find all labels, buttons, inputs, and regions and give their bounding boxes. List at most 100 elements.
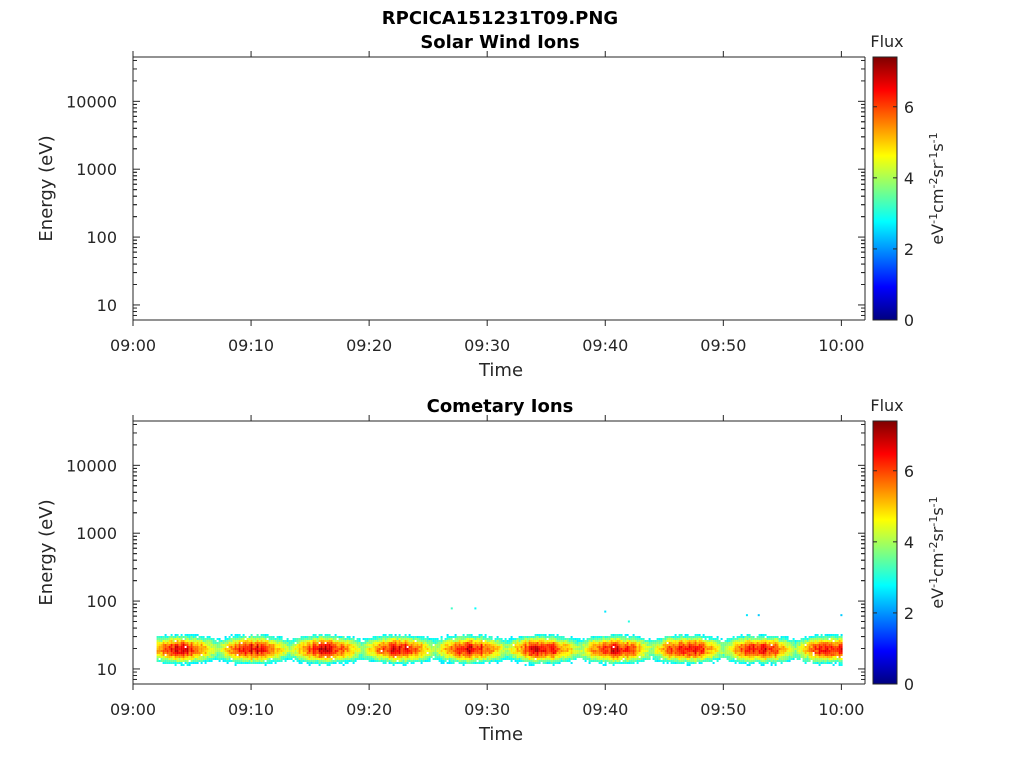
spectrogram-cell bbox=[720, 648, 723, 650]
spectrogram-cell bbox=[502, 652, 505, 654]
spectrogram-cell bbox=[290, 646, 293, 648]
spectrogram-cell bbox=[746, 658, 749, 660]
spectrogram-cell bbox=[574, 650, 577, 652]
spectrogram-cell bbox=[468, 654, 471, 656]
spectrogram-cell bbox=[682, 652, 685, 654]
spectrogram-cell bbox=[684, 654, 687, 656]
spectrogram-cell bbox=[834, 656, 837, 658]
colorbar-tick-label: 2 bbox=[904, 240, 914, 259]
spectrogram-cell bbox=[208, 640, 211, 642]
spectrogram-cell bbox=[476, 650, 479, 652]
spectrogram-cell bbox=[274, 656, 277, 658]
spectrogram-cell bbox=[608, 648, 611, 650]
spectrogram-cell bbox=[470, 652, 473, 654]
spectrogram-cell bbox=[676, 654, 679, 656]
spectrogram-cell bbox=[528, 636, 531, 638]
spectrogram-cell bbox=[226, 658, 229, 660]
x-tick-label: 09:00 bbox=[110, 700, 156, 719]
spectrogram-cell bbox=[770, 650, 773, 652]
spectrogram-cell bbox=[774, 646, 777, 648]
spectrogram-cell bbox=[162, 642, 165, 644]
spectrogram-cell bbox=[214, 646, 217, 648]
spectrogram-cell bbox=[288, 644, 291, 646]
spectrogram-cell bbox=[806, 650, 809, 652]
spectrogram-cell bbox=[650, 650, 653, 652]
spectrogram-cell bbox=[546, 642, 549, 644]
spectrogram-cell bbox=[326, 642, 329, 644]
spectrogram-cell bbox=[474, 644, 477, 646]
spectrogram-cell bbox=[532, 662, 535, 664]
spectrogram-cell bbox=[776, 640, 779, 642]
spectrogram-cell bbox=[546, 660, 549, 662]
spectrogram-cell bbox=[248, 658, 251, 660]
spectrogram-cell bbox=[840, 658, 843, 660]
spectrogram-cell bbox=[372, 660, 375, 662]
spectrogram-cell bbox=[838, 664, 841, 666]
spectrogram-cell bbox=[454, 648, 457, 650]
spectrogram-cell bbox=[704, 642, 707, 644]
spectrogram-cell bbox=[390, 652, 393, 654]
spectrogram-cell bbox=[452, 658, 455, 660]
spectrogram-cell bbox=[348, 660, 351, 662]
spectrogram-cell bbox=[706, 652, 709, 654]
spectrogram-cell bbox=[666, 652, 669, 654]
spectrogram-cell bbox=[596, 656, 599, 658]
spectrogram-cell bbox=[460, 656, 463, 658]
spectrogram-cell bbox=[802, 642, 805, 644]
spectrogram-cell bbox=[672, 652, 675, 654]
spectrogram-cell bbox=[330, 658, 333, 660]
spectrogram-cell bbox=[550, 638, 553, 640]
spectrogram-cell bbox=[418, 636, 421, 638]
spectrogram-cell bbox=[262, 640, 265, 642]
spectrogram-cell bbox=[412, 662, 415, 664]
spectrogram-cell bbox=[518, 646, 521, 648]
spectrogram-cell bbox=[762, 664, 765, 666]
spectrogram-cell bbox=[184, 660, 187, 662]
spectrogram-cell bbox=[824, 642, 827, 644]
spectrogram-cell bbox=[808, 646, 811, 648]
spectrogram-cell bbox=[590, 640, 593, 642]
spectrogram-cell bbox=[670, 648, 673, 650]
spectrogram-cell bbox=[826, 636, 829, 638]
spectrogram-cell bbox=[350, 640, 353, 642]
spectrogram-cell bbox=[830, 644, 833, 646]
spectrogram-cell bbox=[270, 644, 273, 646]
spectrogram-cell bbox=[476, 654, 479, 656]
spectrogram-cell bbox=[218, 646, 221, 648]
spectrogram-cell bbox=[484, 656, 487, 658]
spectrogram-cell bbox=[298, 646, 301, 648]
spectrogram-cell bbox=[482, 636, 485, 638]
spectrogram-cell bbox=[438, 642, 441, 644]
spectrogram-cell bbox=[688, 652, 691, 654]
spectrogram-cell bbox=[312, 648, 315, 650]
spectrogram-cell bbox=[490, 656, 493, 658]
spectrogram-cell bbox=[388, 644, 391, 646]
spectrogram-cell bbox=[816, 642, 819, 644]
spectrogram-cell bbox=[642, 652, 645, 654]
spectrogram-cell bbox=[468, 642, 471, 644]
spectrogram-cell bbox=[226, 648, 229, 650]
spectrogram-cell bbox=[788, 656, 791, 658]
spectrogram-cell bbox=[554, 648, 557, 650]
spectrogram-cell bbox=[346, 658, 349, 660]
spectrogram-cell bbox=[412, 644, 415, 646]
spectrogram-cell bbox=[300, 646, 303, 648]
spectrogram-cell bbox=[410, 662, 413, 664]
spectrogram-cell bbox=[734, 638, 737, 640]
spectrogram-cell bbox=[184, 634, 187, 636]
spectrogram-cell bbox=[168, 646, 171, 648]
spectrogram-cell bbox=[546, 646, 549, 648]
spectrogram-cell bbox=[748, 638, 751, 640]
spectrogram-cell bbox=[666, 646, 669, 648]
spectrogram-cell bbox=[218, 656, 221, 658]
spectrogram-cell bbox=[696, 652, 699, 654]
spectrogram-cell bbox=[440, 660, 443, 662]
spectrogram-cell bbox=[746, 634, 749, 636]
spectrogram-cell bbox=[682, 640, 685, 642]
spectrogram-cell bbox=[156, 636, 159, 638]
spectrogram-cell bbox=[544, 650, 547, 652]
spectrogram-cell bbox=[740, 650, 743, 652]
spectrogram-cell bbox=[622, 644, 625, 646]
spectrogram-cell bbox=[358, 648, 361, 650]
spectrogram-cell bbox=[490, 654, 493, 656]
